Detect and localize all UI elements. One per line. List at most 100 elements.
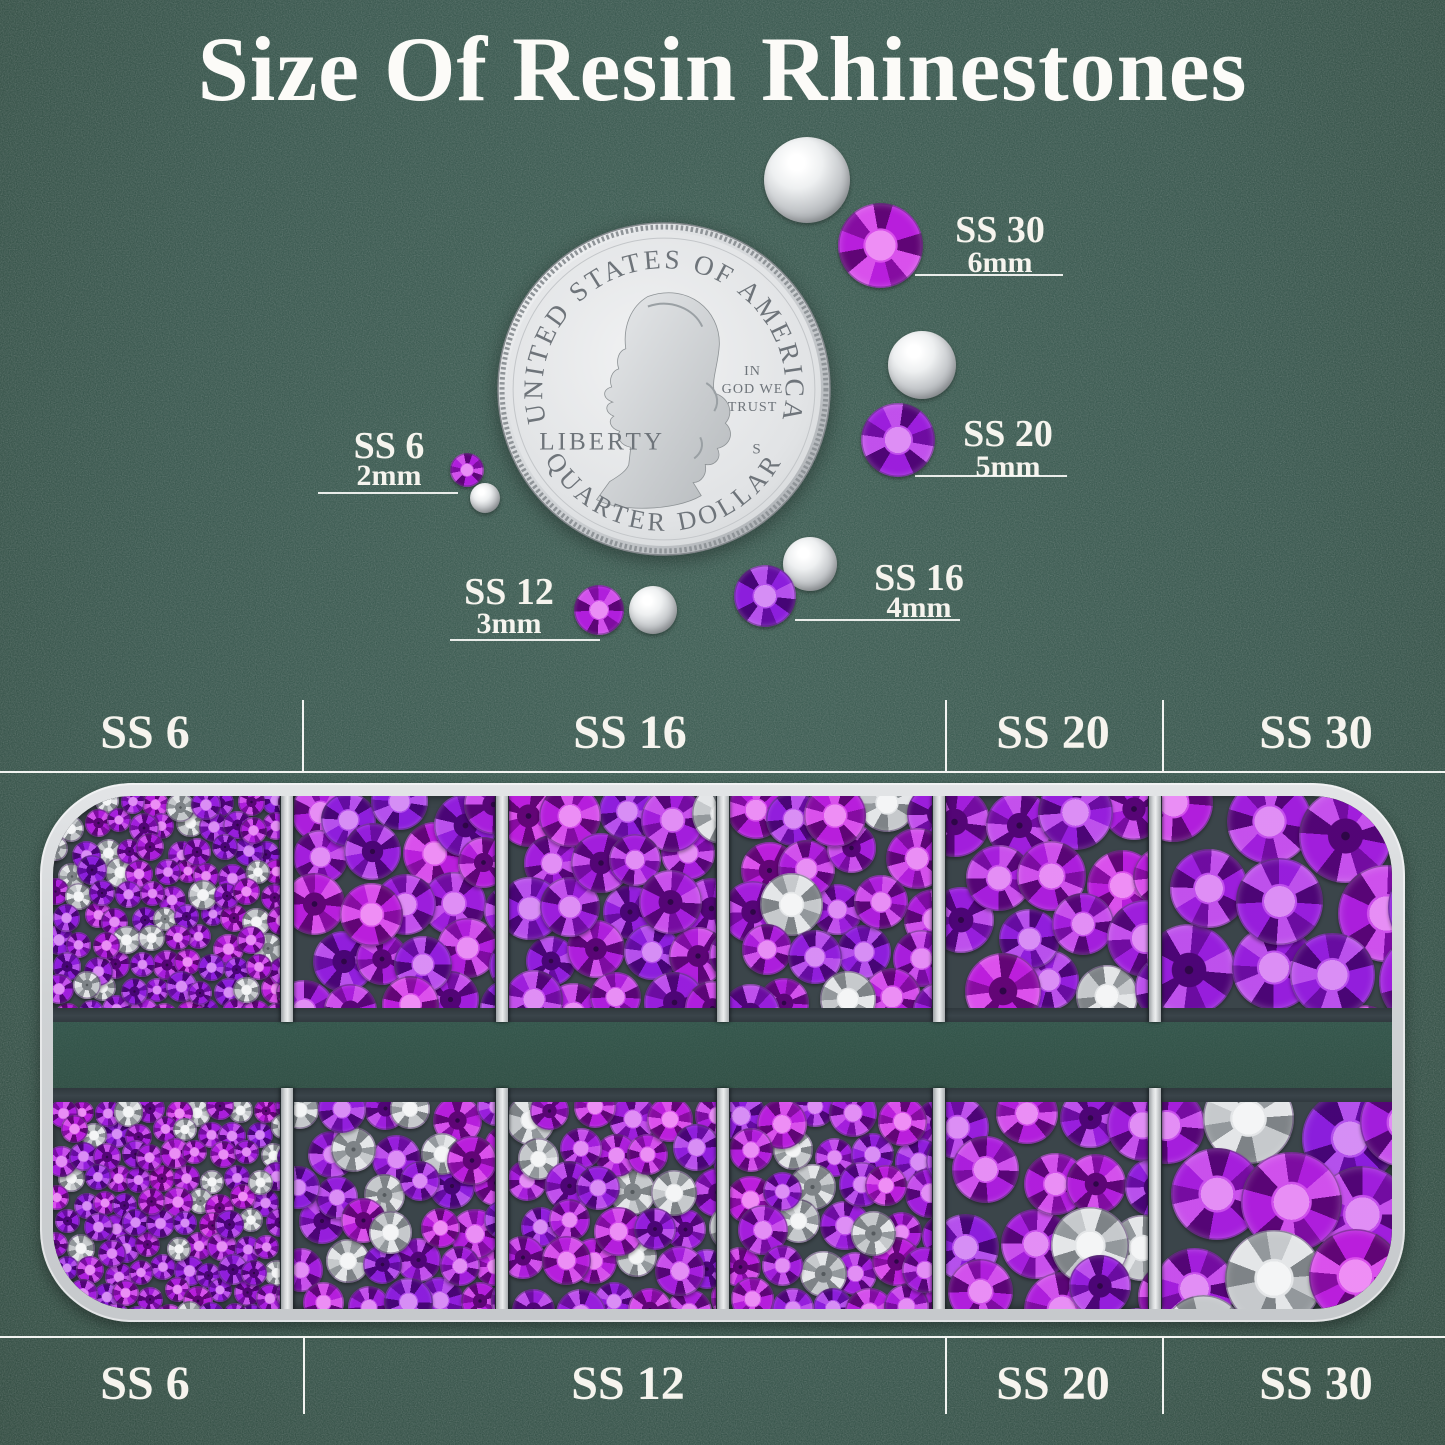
callout-underline [450,639,600,641]
coin-motto-line: GOD WE [722,381,784,397]
scale-label: SS 20 [996,706,1110,759]
rhinestone [55,1208,80,1234]
rhinestone [294,1102,320,1130]
rhinestone [330,1127,376,1172]
tray-middle-band [53,1022,1392,1088]
scale-label: SS 20 [996,1357,1110,1410]
rhinestone [198,954,225,981]
rhinestone [113,1102,144,1127]
rhinestone [241,1259,268,1286]
tray-compartment [53,1102,280,1309]
rhinestone [509,1236,545,1280]
silver-ball [764,137,850,223]
rhinestone [734,565,796,627]
rhinestone [439,1245,480,1286]
silver-ball [629,586,677,634]
scale-label: SS 6 [100,706,190,759]
tray-divider [281,1088,293,1309]
tray-divider [496,1088,508,1309]
scale-tick [1162,700,1164,771]
rhinestone [343,823,401,881]
rhinestone [248,1169,274,1195]
scale-tick [302,700,304,771]
rhinestone [878,1102,927,1146]
rhinestone [542,1236,592,1286]
callout-mm-label: 5mm [975,450,1041,483]
rhinestone [137,1188,165,1216]
rhinestone [303,1281,345,1309]
rhinestone [115,881,143,909]
rhinestone [139,881,165,906]
rhinestone [254,1234,280,1260]
rhinestone [1065,1153,1126,1214]
rhinestone [480,979,495,1008]
rhinestone [638,870,703,934]
rhinestone [72,971,101,999]
tray-divider [496,796,508,1022]
rhinestone [865,1164,908,1207]
coin-liberty-text: LIBERTY [539,428,665,455]
scale-line [0,1336,1445,1338]
rhinestone [854,875,908,929]
coin-motto-line: TRUST [728,399,778,415]
rhinestone [511,1288,556,1309]
tray-divider [933,1088,945,1309]
rhinestone [136,1144,163,1172]
rhinestone [450,453,484,487]
rhinestone [633,1207,676,1251]
tray-compartment [509,1102,716,1309]
scale-line [0,771,1445,773]
rhinestone [574,585,624,635]
rhinestone [1124,1156,1148,1217]
rhinestone [948,1259,1014,1309]
rhinestone [741,924,793,975]
rhinestone [548,1199,591,1241]
rhinestone [164,924,191,951]
silver-ball [470,483,500,513]
rhinestone [67,1279,98,1309]
callout-underline [795,619,960,621]
rhinestone [234,1139,259,1165]
tray-compartment [730,796,932,1008]
rhinestone [79,999,104,1008]
rhinestone [1290,932,1375,1008]
rhinestone [294,873,346,935]
rhinestone [340,882,404,947]
rhinestone [130,951,155,977]
rhinestone [211,833,238,860]
rhinestone [762,1245,804,1287]
rhinestone [172,1210,198,1235]
tray-compartment [294,796,495,1008]
scale-label: SS 6 [100,1357,190,1410]
rhinestone [861,403,935,477]
rhinestone [731,1277,775,1309]
coin-mint-mark: S [752,441,760,457]
tray-divider [933,796,945,1022]
scale-label: SS 30 [1259,1357,1373,1410]
tray-compartment [53,796,280,1008]
rhinestone-tray [40,783,1405,1322]
rhinestone [654,1245,705,1296]
scale-tick [303,1338,305,1414]
rhinestone [672,1123,716,1171]
rhinestone [60,1115,89,1143]
rhinestone [53,1231,69,1257]
rhinestone [215,1210,244,1240]
rhinestone [182,838,211,867]
tray-compartment [509,796,716,1008]
scale-tick [1162,1338,1164,1414]
rhinestone [369,1210,413,1254]
rhinestone [590,972,641,1008]
rhinestone [210,1141,237,1168]
rhinestone [730,1128,774,1172]
tray-compartment [946,796,1148,1008]
rhinestone [88,880,116,907]
tray-divider [717,1088,729,1309]
page-title: Size Of Resin Rhinestones [197,18,1248,120]
scale-label: SS 16 [573,706,687,759]
rhinestone [1169,849,1248,928]
rhinestone [239,816,268,844]
tray-compartment [1162,1102,1392,1309]
rhinestone [1236,858,1324,945]
